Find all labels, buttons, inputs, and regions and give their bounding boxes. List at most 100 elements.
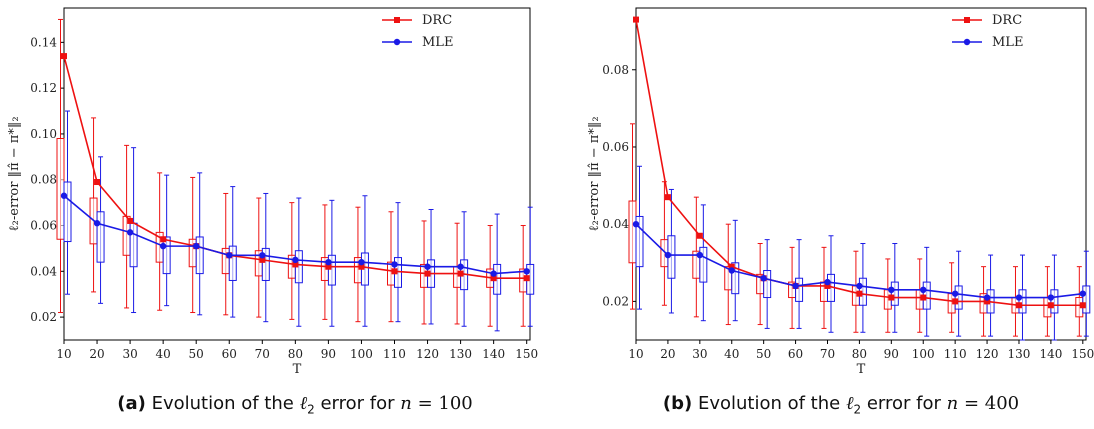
caption-a-var: n <box>400 393 412 414</box>
x-tick-label: 40 <box>156 347 171 361</box>
mle-box <box>63 181 72 243</box>
legend-marker <box>963 38 971 46</box>
mle-box <box>635 215 644 268</box>
legend-marker <box>393 38 401 46</box>
mle-box <box>890 281 899 306</box>
drc-point <box>824 282 831 289</box>
x-tick-label: 40 <box>724 347 739 361</box>
x-tick-label: 100 <box>350 347 373 361</box>
caption-b-text: Evolution of the <box>697 393 841 414</box>
mle-point <box>696 251 704 259</box>
x-tick-label: 110 <box>383 347 406 361</box>
mle-point <box>1079 290 1087 297</box>
mle-box <box>327 254 336 286</box>
mle-box <box>763 270 772 299</box>
drc-point <box>127 217 134 224</box>
x-tick-label: 20 <box>660 347 675 361</box>
drc-point <box>457 270 464 277</box>
mle-point <box>192 242 200 250</box>
drc-point <box>523 275 530 282</box>
y-axis-label: ℓ₂-error ‖π̂ − π*‖₂ <box>7 116 22 231</box>
mle-point <box>325 258 332 266</box>
x-tick-label: 90 <box>884 347 899 361</box>
legend-marker <box>394 17 400 23</box>
y-tick-label: 0.12 <box>30 81 57 95</box>
y-tick-label: 0.04 <box>602 217 629 231</box>
mle-point <box>728 267 735 274</box>
drc-point <box>633 16 639 23</box>
mle-point <box>93 220 101 227</box>
chart-a: 0.02 0.04 0.06 0.08 0.10 0.12 0.14 10 20 30 40 50 60… <box>7 7 538 377</box>
x-tick-label: 130 <box>1008 347 1031 361</box>
x-tick-label: 150 <box>1071 347 1094 361</box>
x-tick-label: 60 <box>788 347 803 361</box>
x-tick-label: 30 <box>122 347 137 361</box>
axes-frame <box>635 7 1087 341</box>
drc-point <box>920 294 927 301</box>
mle-point <box>888 286 895 294</box>
x-tick-label: 110 <box>944 347 967 361</box>
caption-b-eq: = 400 <box>963 393 1020 414</box>
mle-point <box>490 270 497 277</box>
drc-point <box>728 263 735 270</box>
caption-b-tag: (b) <box>662 393 693 414</box>
mle-point <box>664 251 672 259</box>
drc-point <box>1079 302 1086 309</box>
x-tick-label: 120 <box>416 347 439 361</box>
x-tick-label: 140 <box>482 347 505 361</box>
drc-point <box>292 261 299 268</box>
drc-point <box>1047 302 1054 309</box>
mle-box <box>96 211 105 263</box>
x-tick-label: 10 <box>56 347 71 361</box>
mle-box <box>1082 285 1091 314</box>
x-tick-label: 90 <box>321 347 336 361</box>
x-tick-label: 20 <box>89 347 104 361</box>
mle-point <box>1015 294 1023 301</box>
mle-box <box>195 236 204 275</box>
mle-point <box>523 268 530 275</box>
drc-point <box>259 256 266 263</box>
caption-b-mid: error for <box>866 393 941 414</box>
mle-box <box>228 245 237 281</box>
y-tick-label: 0.06 <box>30 219 57 233</box>
caption-a-tag: (a) <box>117 393 146 414</box>
y-tick-label: 0.08 <box>602 63 629 77</box>
x-tick-label: 80 <box>288 347 303 361</box>
legend-label: MLE <box>992 35 1023 50</box>
x-tick-label: 50 <box>189 347 204 361</box>
y-tick-label: 0.02 <box>30 310 57 324</box>
x-tick-label: 150 <box>515 347 538 361</box>
mle-point <box>1047 294 1055 301</box>
caption-b-sub: 2 <box>853 402 862 417</box>
drc-point <box>664 194 671 201</box>
legend-label: DRC <box>992 13 1022 28</box>
mle-point <box>760 275 767 282</box>
drc-box <box>221 247 230 275</box>
mle-point <box>424 263 431 270</box>
legend-label: MLE <box>422 35 453 50</box>
drc-point <box>61 53 67 60</box>
mle-point <box>391 261 398 268</box>
drc-box <box>56 138 65 240</box>
legend-marker <box>964 17 970 23</box>
caption-a-sym: ℓ <box>299 393 308 414</box>
y-tick-label: 0.04 <box>30 264 57 278</box>
mle-point <box>292 256 299 264</box>
mle-box <box>162 236 171 275</box>
mle-point <box>457 263 464 270</box>
mle-box <box>731 262 740 295</box>
mle-box <box>699 246 708 283</box>
caption-a-sub: 2 <box>307 402 315 417</box>
drc-point <box>424 270 431 277</box>
x-axis-label: T <box>857 362 866 377</box>
drc-point <box>984 298 991 305</box>
drc-point <box>1015 302 1022 309</box>
drc-box <box>453 266 462 288</box>
x-tick-label: 10 <box>628 347 643 361</box>
mle-point <box>983 294 991 301</box>
caption-a-text: Evolution of the <box>151 393 294 414</box>
caption-b-sym: ℓ <box>845 393 854 414</box>
drc-point <box>490 275 497 282</box>
mle-point <box>159 242 167 250</box>
caption-a-mid: error for <box>320 393 395 414</box>
